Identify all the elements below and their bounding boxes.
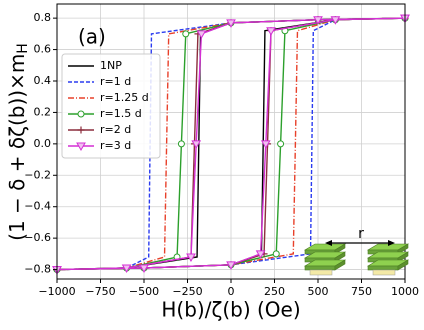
legend-label: r=1.25 d <box>100 91 149 104</box>
legend-label: r=3 d <box>100 139 131 152</box>
y-axis-label-subscript: H <box>15 43 31 54</box>
y-axis-label: (1 − δ + δζ(b))×mH <box>5 43 32 241</box>
x-tick-label: 750 <box>351 285 372 298</box>
x-tick-label: −250 <box>172 285 202 298</box>
legend-marker <box>76 142 86 152</box>
annotation: (a) <box>78 25 106 49</box>
y-tick-label: 0.4 <box>34 74 52 87</box>
y-tick-label: 0.0 <box>34 137 52 150</box>
y-tick-label: −0.6 <box>24 231 51 244</box>
y-tick-label: 0.2 <box>34 105 52 118</box>
y-tick-label: 0.6 <box>34 43 52 56</box>
legend-marker <box>77 110 85 118</box>
legend-label: 1NP <box>100 59 122 72</box>
x-tick-label: 1000 <box>391 285 419 298</box>
legend-label: r=2 d <box>100 123 131 136</box>
x-tick-label: −1000 <box>38 285 75 298</box>
marker <box>313 16 323 25</box>
marker <box>182 30 190 38</box>
x-axis-label: H(b)/ζ(b) (Oe) <box>161 298 300 322</box>
marker <box>191 140 202 149</box>
legend-marker <box>77 126 85 134</box>
y-axis-label-main: (1 − δ + δζ(b))×m <box>5 54 29 241</box>
x-tick-label: 0 <box>228 285 235 298</box>
y-tick-label: 0.8 <box>34 11 52 24</box>
marker <box>272 250 280 258</box>
y-tick-label: −0.4 <box>24 200 51 213</box>
inset-label: r <box>358 226 364 242</box>
marker <box>177 140 185 148</box>
marker <box>186 253 196 263</box>
marker <box>139 264 149 274</box>
y-tick-label: −0.8 <box>24 263 51 276</box>
marker <box>260 140 271 149</box>
marker <box>226 19 236 28</box>
marker <box>266 27 276 36</box>
marker <box>255 250 266 259</box>
marker <box>226 261 236 270</box>
marker <box>277 140 285 148</box>
y-tick-label: −0.2 <box>24 168 51 181</box>
x-tick-label: 250 <box>264 285 285 298</box>
legend: 1NP r=1 d r=1.25 d r=1.5 d r=2 d r=3 d <box>61 53 161 159</box>
x-tick-label: −500 <box>129 285 159 298</box>
inset <box>303 240 410 276</box>
legend-label: r=1.5 d <box>100 107 142 120</box>
marker <box>121 264 132 274</box>
x-tick-label: 500 <box>308 285 329 298</box>
legend-label: r=1 d <box>100 75 131 88</box>
legend-box <box>61 53 161 159</box>
x-tick-label: −750 <box>85 285 115 298</box>
marker <box>330 16 341 25</box>
marker <box>196 30 207 39</box>
